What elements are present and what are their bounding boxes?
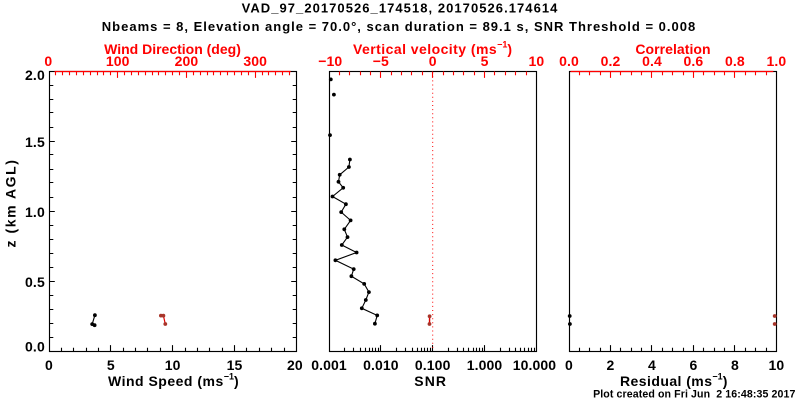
- svg-text:−10: −10: [318, 53, 342, 69]
- svg-text:8: 8: [731, 357, 739, 373]
- svg-text:1.5: 1.5: [25, 134, 45, 150]
- svg-text:4: 4: [648, 357, 656, 373]
- svg-text:Wind Direction (deg): Wind Direction (deg): [104, 41, 241, 57]
- svg-text:0.6: 0.6: [684, 53, 704, 69]
- svg-text:VAD_97_20170526_174518, 201705: VAD_97_20170526_174518, 20170526.174614: [242, 1, 559, 16]
- svg-text:0.0: 0.0: [559, 53, 579, 69]
- svg-text:10: 10: [165, 357, 181, 373]
- svg-text:10.000: 10.000: [513, 357, 557, 373]
- svg-text:0.4: 0.4: [642, 53, 662, 69]
- svg-text:0.5: 0.5: [25, 274, 45, 290]
- svg-text:200: 200: [175, 53, 199, 69]
- svg-text:z (km AGL): z (km AGL): [3, 159, 19, 248]
- svg-text:1.000: 1.000: [467, 357, 503, 373]
- svg-text:0.010: 0.010: [363, 357, 399, 373]
- svg-text:Plot created on Fri Jun 2 16:: Plot created on Fri Jun 2 16:48:35 2017: [593, 388, 795, 400]
- svg-text:0.100: 0.100: [415, 357, 451, 373]
- svg-text:10: 10: [529, 53, 545, 69]
- svg-text:100: 100: [106, 53, 130, 69]
- svg-text:Correlation: Correlation: [635, 41, 710, 57]
- svg-text:20: 20: [287, 357, 303, 373]
- svg-text:0.8: 0.8: [725, 53, 745, 69]
- svg-text:Residual (ms−1): Residual (ms−1): [620, 371, 728, 388]
- svg-text:0: 0: [429, 53, 437, 69]
- svg-text:0.2: 0.2: [601, 53, 621, 69]
- svg-text:0: 0: [565, 357, 573, 373]
- svg-text:Vertical velocity (ms−1): Vertical velocity (ms−1): [353, 39, 512, 56]
- svg-text:1.0: 1.0: [25, 204, 45, 220]
- svg-text:0: 0: [44, 53, 52, 69]
- svg-text:5: 5: [107, 357, 115, 373]
- svg-text:5: 5: [481, 53, 489, 69]
- svg-text:300: 300: [243, 53, 267, 69]
- svg-text:0.0: 0.0: [25, 339, 45, 355]
- svg-text:1.0: 1.0: [767, 53, 787, 69]
- svg-text:2: 2: [607, 357, 615, 373]
- svg-text:15: 15: [227, 357, 243, 373]
- svg-text:SNR: SNR: [414, 373, 447, 389]
- svg-text:Wind Speed (ms−1): Wind Speed (ms−1): [108, 371, 239, 388]
- svg-text:Nbeams = 8, Elevation angle =: Nbeams = 8, Elevation angle = 70.0°, sca…: [102, 19, 696, 34]
- svg-text:0: 0: [45, 357, 53, 373]
- svg-text:0.001: 0.001: [311, 357, 347, 373]
- svg-text:−5: −5: [373, 53, 389, 69]
- svg-text:2.0: 2.0: [25, 67, 45, 83]
- svg-text:6: 6: [689, 357, 697, 373]
- svg-text:10: 10: [769, 357, 785, 373]
